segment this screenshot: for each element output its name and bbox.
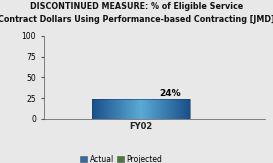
Bar [92, 99, 190, 119]
Text: 24%: 24% [159, 89, 181, 98]
Legend: Actual, Projected: Actual, Projected [77, 152, 165, 163]
Text: DISCONTINUED MEASURE: % of Eligible Service: DISCONTINUED MEASURE: % of Eligible Serv… [30, 2, 243, 11]
Text: Contract Dollars Using Performance-based Contracting [JMD]: Contract Dollars Using Performance-based… [0, 15, 273, 24]
